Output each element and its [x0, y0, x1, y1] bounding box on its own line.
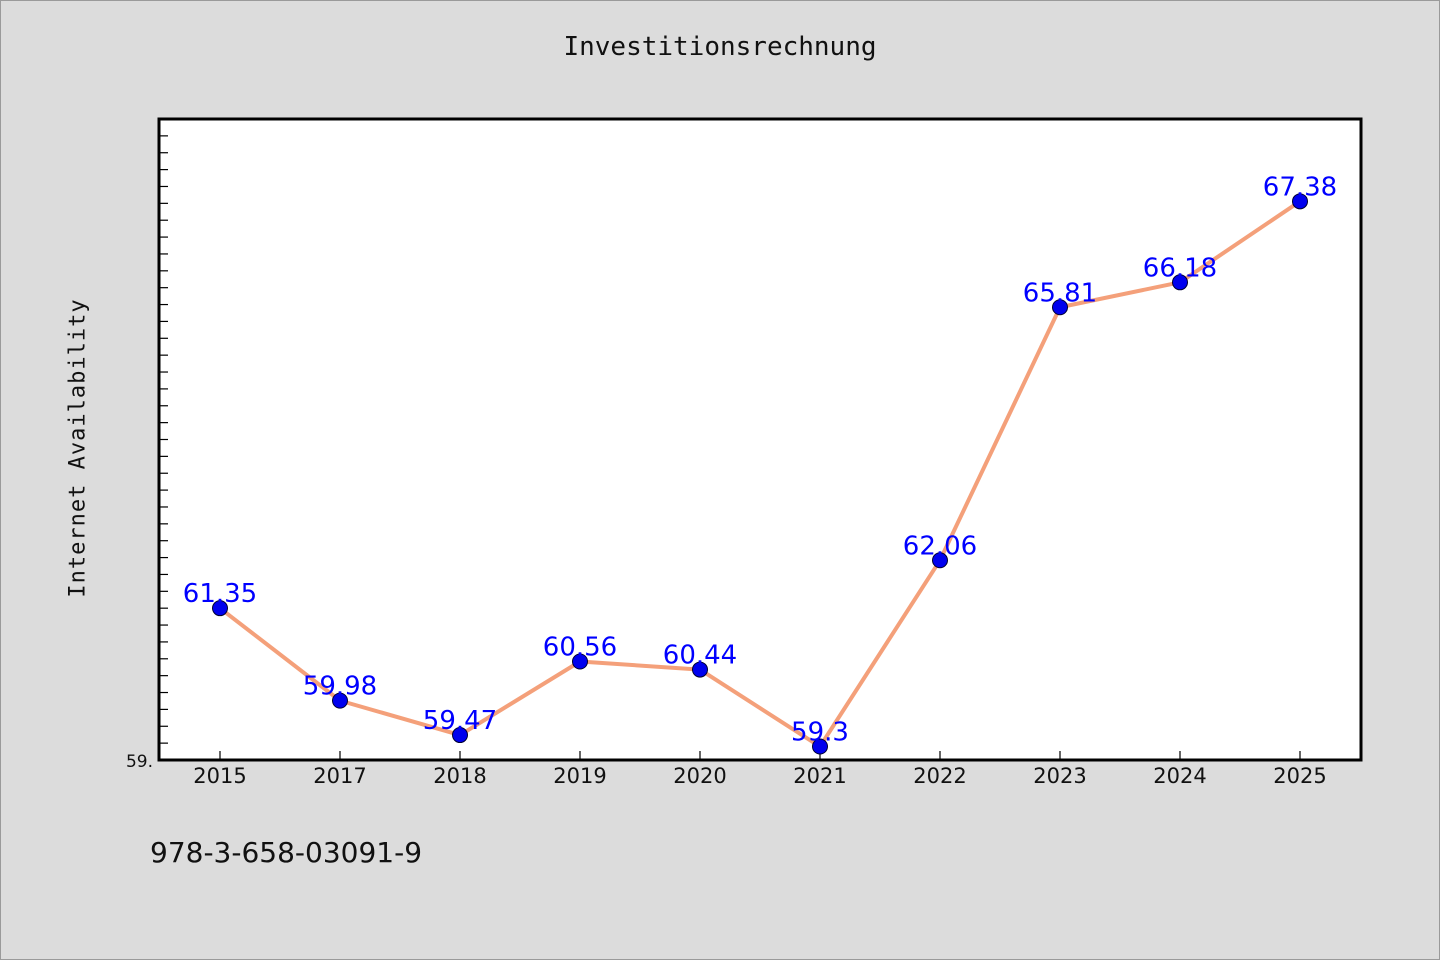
data-point [572, 653, 588, 670]
data-label: 59.3 [791, 718, 849, 748]
chart-title: Investitionsrechnung [563, 32, 877, 62]
x-tick-label: 2017 [313, 764, 366, 788]
plot-area [159, 119, 1361, 760]
x-tick-label: 2020 [673, 764, 726, 788]
x-tick-label: 2025 [1273, 764, 1326, 788]
data-label: 61.35 [183, 579, 257, 609]
x-tick-label: 2019 [553, 764, 606, 788]
data-point [1052, 299, 1068, 316]
data-point [1292, 193, 1308, 210]
x-tick-label: 2015 [193, 764, 246, 788]
data-label: 62.06 [903, 531, 977, 561]
data-label: 67.38 [1263, 172, 1337, 202]
data-label: 65.81 [1023, 278, 1097, 308]
data-point [932, 552, 948, 569]
data-point [812, 738, 828, 755]
x-tick-label: 2021 [793, 764, 846, 788]
data-point [692, 661, 708, 678]
data-label: 66.18 [1143, 253, 1217, 283]
plot-border [157, 117, 1363, 762]
x-tick-label: 2024 [1153, 764, 1206, 788]
data-point [452, 727, 468, 744]
data-point [1172, 274, 1188, 291]
footer-code: 978-3-658-03091-9 [150, 836, 423, 869]
x-axis-ticks: 2015 2017 2018 2019 2020 2021 2022 2023 2024 2025 [193, 751, 1327, 788]
data-label: 60.44 [663, 641, 737, 671]
x-tick-label: 2022 [913, 764, 966, 788]
data-label: 59.98 [303, 672, 377, 702]
y-tick-label: 59. [126, 752, 153, 772]
data-point [332, 692, 348, 709]
series-line [218, 199, 1302, 749]
series-layer: 61.35 59.98 59.47 60.56 60.44 59.3 62.06 65.81 6… [183, 172, 1337, 755]
data-label: 60.56 [543, 632, 617, 662]
data-label: 59.47 [423, 706, 497, 736]
x-tick-label: 2018 [433, 764, 486, 788]
x-tick-label: 2023 [1033, 764, 1086, 788]
data-point [212, 600, 228, 617]
